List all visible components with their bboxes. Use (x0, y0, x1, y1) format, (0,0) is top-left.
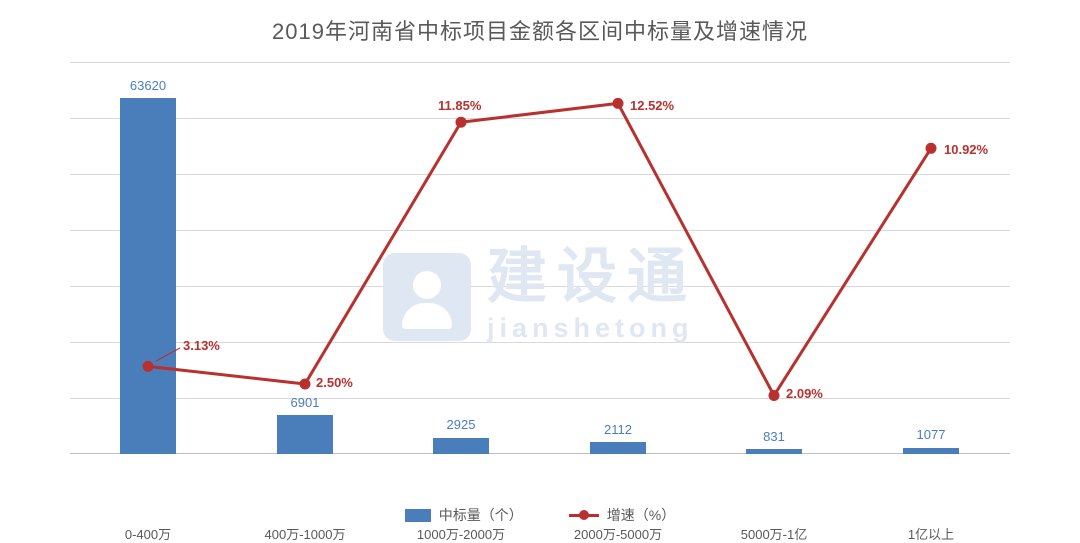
legend-bar-label: 中标量（个） (438, 507, 523, 523)
bar-value-label: 2925 (446, 417, 476, 432)
x-tick-label: 2000万-5000万 (573, 527, 663, 542)
growth-value-label: 10.92% (944, 142, 989, 157)
bar-2[interactable] (433, 437, 489, 454)
x-tick-label: 1亿以上 (907, 527, 955, 542)
growth-point-5[interactable] (925, 142, 937, 154)
x-tick-label: 5000万-1亿 (740, 527, 808, 542)
growth-line-path (147, 101, 933, 399)
growth-value-label: 12.52% (630, 98, 675, 113)
x-tick-label: 0-400万 (124, 527, 172, 542)
bar-1[interactable] (277, 415, 333, 454)
legend-item-bar[interactable]: 中标量（个） (404, 505, 523, 525)
growth-point-1[interactable] (299, 378, 311, 390)
growth-line-series (142, 97, 937, 401)
gridline (70, 118, 1010, 119)
callout-leader-line (155, 347, 181, 362)
bar-value-label: 2112 (604, 422, 632, 437)
bar-value-label: 1077 (916, 427, 946, 442)
gridline (70, 398, 1010, 399)
bar-4[interactable] (746, 449, 802, 454)
legend-line-swatch-icon (568, 508, 599, 522)
bar-5[interactable] (903, 448, 959, 454)
gridline (70, 342, 1010, 343)
gridline (70, 286, 1010, 287)
bar-value-label: 63620 (129, 78, 167, 93)
gridline (70, 62, 1010, 63)
x-tick-label: 400万-1000万 (264, 527, 346, 542)
plot-area: 0 10000 20000 30000 40000 50000 60000 70… (70, 62, 1010, 542)
chart-title: 2019年河南省中标项目金额各区间中标量及增速情况 (272, 19, 808, 44)
gridline (70, 174, 1010, 175)
growth-point-4[interactable] (768, 390, 780, 401)
growth-value-label: 11.85% (438, 98, 482, 113)
growth-value-label: 2.50% (316, 375, 353, 390)
x-axis-line (70, 453, 1010, 454)
legend-item-line[interactable]: 增速（%） (568, 505, 676, 525)
growth-point-2[interactable] (455, 116, 467, 128)
growth-point-3[interactable] (612, 97, 624, 109)
bar-value-label: 831 (763, 429, 785, 444)
bar-0[interactable] (120, 97, 176, 454)
legend-bar-swatch-icon (404, 508, 431, 522)
legend-line-label: 增速（%） (606, 507, 676, 523)
gridline (70, 230, 1010, 231)
chart-legend: 中标量（个） 增速（%） (0, 505, 1080, 525)
bar-value-label: 6901 (290, 395, 320, 410)
growth-value-label: 2.09% (786, 386, 823, 401)
growth-value-label: 3.13% (183, 338, 220, 353)
growth-point-0[interactable] (142, 360, 154, 372)
bar-3[interactable] (590, 442, 646, 454)
x-tick-label: 1000万-2000万 (416, 527, 506, 542)
